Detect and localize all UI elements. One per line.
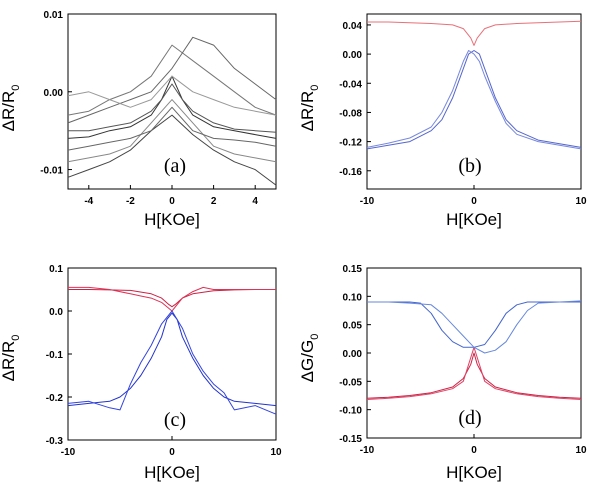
y-tick-label: 0.05 bbox=[343, 321, 363, 332]
panel-a: -4 -2 0 2 40.010.00-0.01H[KOe]ΔR/R0(a) bbox=[0, 10, 277, 229]
x-tick-label: 0 bbox=[169, 447, 175, 458]
y-axis-label-main: ΔR/R bbox=[0, 91, 18, 132]
y-tick-label: 0.00 bbox=[343, 349, 363, 360]
series-line-d-2 bbox=[367, 301, 581, 348]
y-tick-label: 0.00 bbox=[44, 88, 64, 99]
y-tick-label: 0.04 bbox=[343, 21, 363, 32]
series-line-b-1 bbox=[366, 50, 582, 150]
series-line-c-2 bbox=[67, 312, 277, 407]
series-line-d-0 bbox=[366, 352, 582, 399]
x-tick-label: -10 bbox=[360, 196, 375, 207]
series-line-c-0 bbox=[68, 289, 276, 308]
x-tick-label: 10 bbox=[270, 447, 282, 458]
series-line-b-0 bbox=[367, 20, 582, 46]
panel-label: (a) bbox=[164, 155, 186, 177]
x-tick-label: -10 bbox=[61, 447, 76, 458]
y-axis-label-main: ΔR/R bbox=[0, 341, 18, 382]
series-line-a-3 bbox=[67, 99, 277, 163]
series-line-c-1 bbox=[68, 286, 276, 312]
y-axis-label-main: ΔR/R bbox=[298, 91, 317, 132]
series-line-c-3 bbox=[67, 310, 277, 415]
y-tick-label: -0.08 bbox=[339, 108, 362, 119]
series-line-a-7 bbox=[67, 106, 277, 151]
y-axis-label: ΔR/R0 bbox=[298, 85, 321, 132]
y-tick-label: 0.1 bbox=[49, 264, 63, 275]
y-tick-label: -0.04 bbox=[339, 79, 362, 90]
series-line-a-6 bbox=[67, 114, 277, 186]
x-axis-label: H[KOe] bbox=[144, 463, 200, 482]
series-line-a-2 bbox=[67, 44, 277, 116]
series-line-d-3 bbox=[367, 300, 582, 354]
y-tick-label: -0.10 bbox=[339, 406, 362, 417]
y-tick-label: 0.10 bbox=[343, 292, 363, 303]
series-line-a-5 bbox=[67, 75, 277, 116]
x-tick-label: 2 bbox=[211, 196, 217, 207]
y-axis-label-subscript: 0 bbox=[10, 85, 22, 91]
x-axis-label: H[KOe] bbox=[144, 210, 200, 229]
y-axis-label-subscript: 0 bbox=[309, 85, 321, 91]
panel-label: (c) bbox=[164, 409, 186, 431]
y-tick-label: 0.00 bbox=[343, 50, 363, 61]
y-tick-label: 0.15 bbox=[343, 264, 363, 275]
x-tick-label: 10 bbox=[575, 445, 587, 456]
y-tick-label: 0.01 bbox=[44, 10, 64, 21]
x-tick-label: 0 bbox=[471, 445, 477, 456]
y-tick-label: -0.12 bbox=[339, 138, 362, 149]
panel-d: -10 0 10 0.15 0.10 0.05 0.00 -0.05 -0.10 -0.15 H[K… bbox=[298, 264, 587, 482]
panel-label: (d) bbox=[458, 407, 481, 429]
x-tick-label: -2 bbox=[126, 196, 135, 207]
panel-label: (b) bbox=[458, 155, 481, 177]
panel-b: -10 0 10 0.04 0.00 -0.04 -0.08 -0.12 -0.16 H[KOe]… bbox=[298, 13, 587, 229]
x-tick-label: 4 bbox=[252, 196, 258, 207]
y-axis-label: ΔG/G0 bbox=[298, 334, 321, 383]
x-axis-label: H[KOe] bbox=[446, 210, 502, 229]
x-tick-label: 0 bbox=[471, 196, 477, 207]
y-tick-label: -0.3 bbox=[46, 436, 64, 447]
panel-c: -10 0 100.10.0-0.1-0.2-0.3H[KOe]ΔR/R0(c) bbox=[0, 264, 282, 482]
y-tick-label: -0.15 bbox=[339, 434, 362, 445]
y-tick-label: -0.16 bbox=[339, 167, 362, 178]
x-tick-label: 10 bbox=[575, 196, 587, 207]
y-axis-label: ΔR/R0 bbox=[0, 85, 22, 132]
y-axis-label-subscript: 0 bbox=[309, 334, 321, 340]
x-tick-label: 0 bbox=[169, 196, 175, 207]
series-line-d-1 bbox=[366, 346, 582, 400]
x-axis-label: H[KOe] bbox=[446, 463, 502, 482]
y-axis-label-subscript: 0 bbox=[10, 335, 22, 341]
series-line-b-2 bbox=[366, 50, 582, 150]
y-tick-label: -0.2 bbox=[46, 393, 64, 404]
x-tick-label: -10 bbox=[360, 445, 375, 456]
y-tick-label: -0.1 bbox=[46, 350, 64, 361]
y-axis-label-main: ΔG/G bbox=[298, 340, 317, 383]
series-line-a-4 bbox=[67, 36, 277, 124]
y-axis-label: ΔR/R0 bbox=[0, 335, 22, 382]
y-tick-label: 0.0 bbox=[49, 307, 63, 318]
y-tick-label: -0.05 bbox=[339, 377, 362, 388]
series-line-a-1 bbox=[68, 83, 277, 133]
y-tick-label: -0.01 bbox=[40, 166, 63, 177]
x-tick-label: -4 bbox=[84, 196, 93, 207]
